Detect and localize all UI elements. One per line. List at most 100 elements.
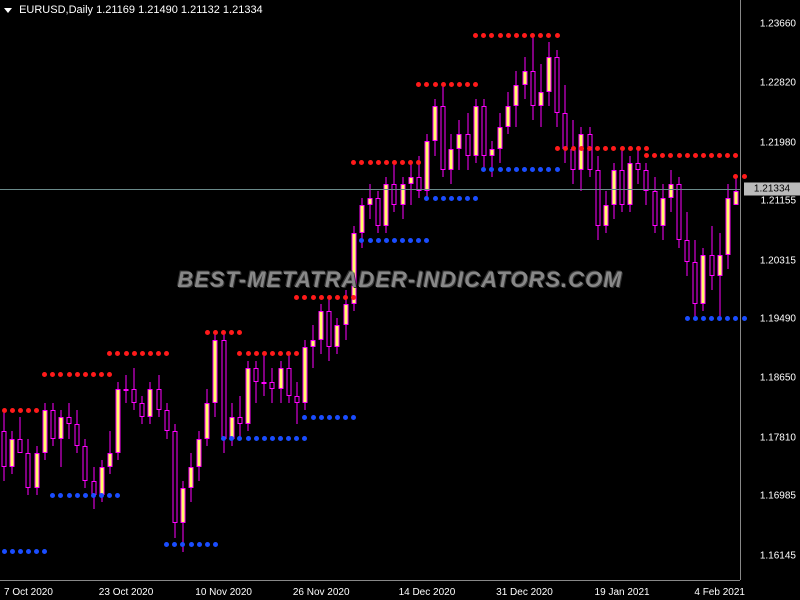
x-tick-label: 26 Nov 2020 — [293, 587, 350, 598]
x-tick-label: 10 Nov 2020 — [195, 587, 252, 598]
candle — [488, 0, 495, 580]
candle — [627, 0, 634, 580]
resistance-dot — [742, 174, 747, 179]
resistance-dot — [311, 295, 316, 300]
resistance-dot — [319, 295, 324, 300]
y-tick-label: 1.21980 — [760, 137, 796, 148]
support-dot — [457, 196, 462, 201]
resistance-dot — [124, 351, 129, 356]
candle — [423, 0, 430, 580]
candle — [521, 0, 528, 580]
candle — [562, 0, 569, 580]
candle — [293, 0, 300, 580]
candle — [212, 0, 219, 580]
candle — [196, 0, 203, 580]
candle — [415, 0, 422, 580]
support-dot — [449, 196, 454, 201]
candle — [261, 0, 268, 580]
candle — [497, 0, 504, 580]
resistance-dot — [514, 33, 519, 38]
candle — [139, 0, 146, 580]
candle — [220, 0, 227, 580]
chart-container: EURUSD,Daily 1.21169 1.21490 1.21132 1.2… — [0, 0, 800, 600]
symbol-timeframe: EURUSD,Daily — [19, 4, 93, 16]
candle — [358, 0, 365, 580]
candle — [318, 0, 325, 580]
candle — [399, 0, 406, 580]
candle — [147, 0, 154, 580]
support-dot — [498, 167, 503, 172]
resistance-dot — [693, 153, 698, 158]
candle — [610, 0, 617, 580]
resistance-dot — [563, 146, 568, 151]
y-tick-label: 1.21155 — [761, 196, 796, 207]
candle — [131, 0, 138, 580]
support-dot — [327, 415, 332, 420]
resistance-dot — [343, 295, 348, 300]
candle — [33, 0, 40, 580]
current-price-label: 1.21334 — [744, 182, 800, 195]
candle — [643, 0, 650, 580]
candle — [708, 0, 715, 580]
resistance-dot — [351, 295, 356, 300]
resistance-dot — [530, 33, 535, 38]
candle — [1, 0, 8, 580]
resistance-dot — [384, 160, 389, 165]
support-dot — [441, 196, 446, 201]
y-axis: 1.236601.228201.219801.211551.203151.194… — [740, 0, 800, 580]
y-tick-label: 1.22820 — [760, 78, 796, 89]
ohlc-values: 1.21169 1.21490 1.21132 1.21334 — [96, 4, 263, 16]
support-dot — [205, 542, 210, 547]
candle — [635, 0, 642, 580]
resistance-dot — [644, 146, 649, 151]
resistance-dot — [262, 351, 267, 356]
candle — [529, 0, 536, 580]
candle — [350, 0, 357, 580]
candle — [570, 0, 577, 580]
resistance-dot — [26, 408, 31, 413]
x-tick-label: 31 Dec 2020 — [496, 587, 553, 598]
support-dot — [50, 493, 55, 498]
candle — [17, 0, 24, 580]
resistance-dot — [213, 330, 218, 335]
candle — [545, 0, 552, 580]
candle — [391, 0, 398, 580]
support-dot — [67, 493, 72, 498]
support-dot — [311, 415, 316, 420]
dropdown-icon[interactable] — [4, 8, 12, 13]
support-dot — [246, 436, 251, 441]
resistance-dot — [555, 33, 560, 38]
candle — [188, 0, 195, 580]
candle — [301, 0, 308, 580]
y-tick-label: 1.16145 — [760, 550, 796, 561]
chart-header[interactable]: EURUSD,Daily 1.21169 1.21490 1.21132 1.2… — [4, 4, 263, 16]
candle — [667, 0, 674, 580]
y-tick-label: 1.23660 — [760, 19, 796, 30]
y-tick-label: 1.16985 — [760, 491, 796, 502]
support-dot — [10, 549, 15, 554]
resistance-dot — [628, 146, 633, 151]
candle — [171, 0, 178, 580]
candle — [513, 0, 520, 580]
candle — [594, 0, 601, 580]
candle — [602, 0, 609, 580]
support-dot — [2, 549, 7, 554]
candle — [310, 0, 317, 580]
resistance-dot — [34, 408, 39, 413]
resistance-dot — [579, 146, 584, 151]
support-dot — [75, 493, 80, 498]
support-dot — [270, 436, 275, 441]
candle — [41, 0, 48, 580]
resistance-dot — [132, 351, 137, 356]
candle — [659, 0, 666, 580]
candle — [684, 0, 691, 580]
current-price-line — [0, 189, 740, 190]
candle — [700, 0, 707, 580]
resistance-dot — [555, 146, 560, 151]
candle — [676, 0, 683, 580]
support-dot — [83, 493, 88, 498]
resistance-dot — [506, 33, 511, 38]
candle — [375, 0, 382, 580]
resistance-dot — [677, 153, 682, 158]
candle — [472, 0, 479, 580]
